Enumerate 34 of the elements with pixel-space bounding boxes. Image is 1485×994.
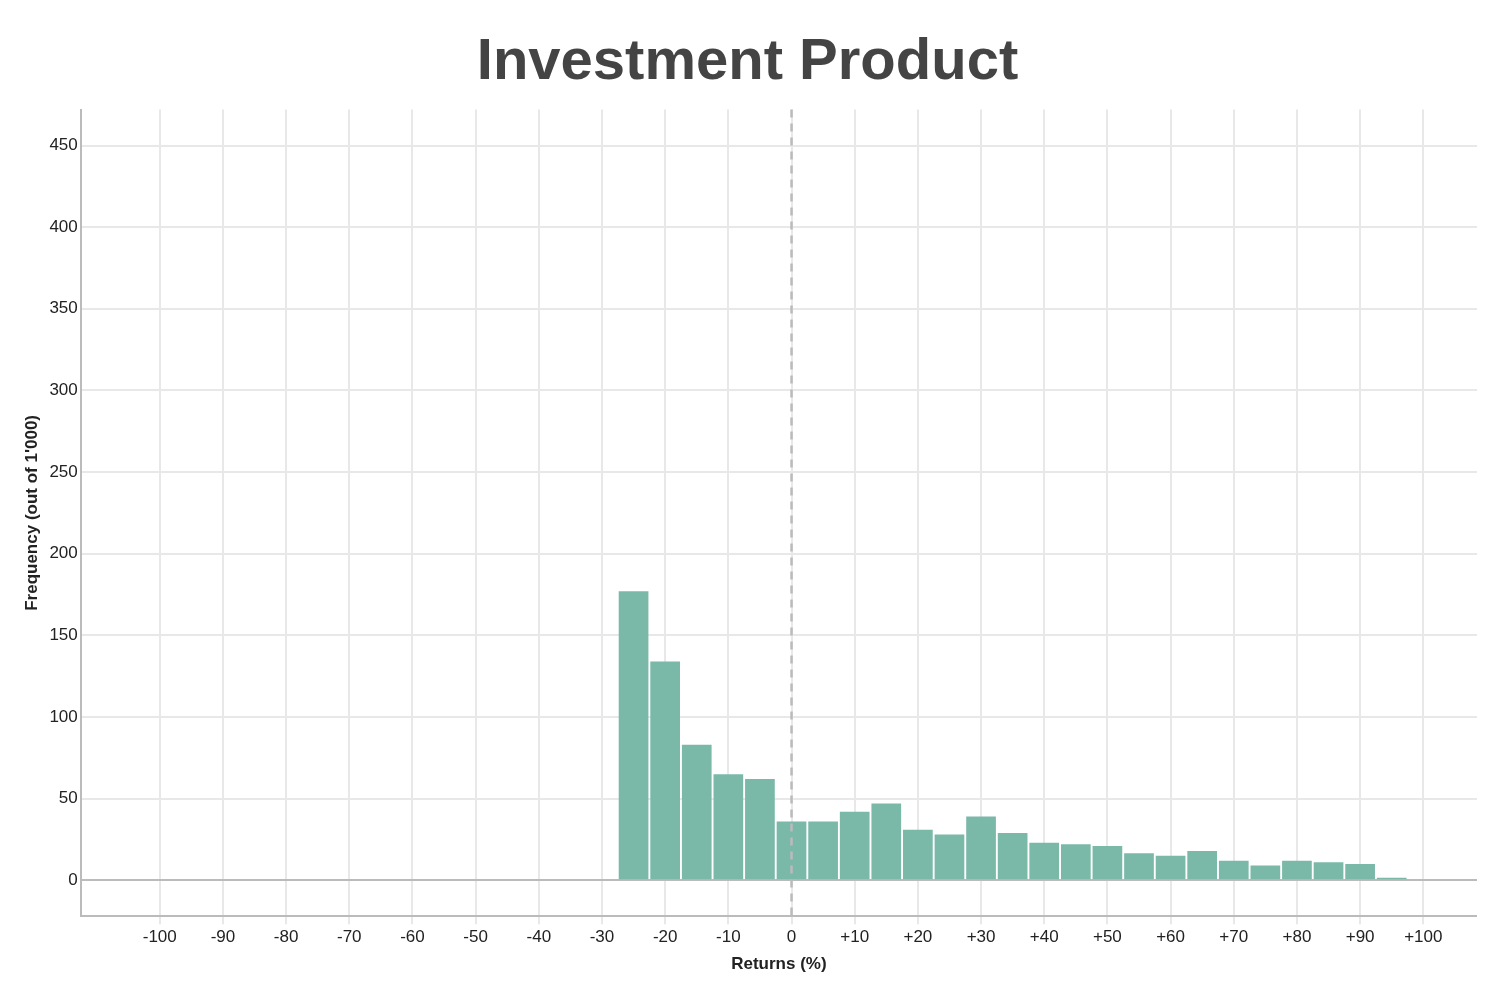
- x-tick-label: +50: [1092, 927, 1122, 947]
- x-tick-label: -40: [526, 927, 552, 947]
- x-tick-label: +30: [966, 927, 996, 947]
- y-tick-label: 0: [68, 869, 78, 889]
- x-tick-label: -10: [716, 927, 741, 947]
- y-tick-label: 450: [49, 135, 78, 155]
- x-tick-label: +40: [1029, 927, 1059, 947]
- x-tick-label: -100: [142, 927, 177, 947]
- x-tick-label: +20: [903, 927, 933, 947]
- y-tick-label: 100: [49, 706, 78, 726]
- x-tick-label: -20: [652, 927, 678, 947]
- x-tick-label: -30: [589, 927, 615, 947]
- y-tick-label: 300: [49, 380, 78, 400]
- x-tick-label: +90: [1345, 927, 1375, 947]
- chart-title: Investment Product: [476, 25, 1019, 91]
- x-tick-label: 0: [786, 927, 797, 947]
- x-tick-label: -70: [336, 927, 362, 947]
- y-tick-label: 350: [49, 298, 78, 318]
- x-tick-label: +70: [1219, 927, 1249, 947]
- x-tick-label: +80: [1282, 927, 1312, 947]
- x-tick-label: +60: [1156, 927, 1186, 947]
- x-tick-label: +10: [840, 927, 870, 947]
- x-tick-label: +100: [1404, 927, 1443, 947]
- y-tick-label: 250: [49, 461, 78, 481]
- y-tick-label: 150: [49, 625, 78, 645]
- y-tick-label: 200: [49, 543, 78, 563]
- x-tick-label: -80: [273, 927, 299, 947]
- y-tick-label: 400: [49, 216, 78, 236]
- y-tick-label: 50: [58, 788, 78, 808]
- x-tick-label: -60: [400, 927, 425, 947]
- x-axis-title: Returns (%): [731, 954, 827, 974]
- y-axis-title: Frequency (out of 1'000): [21, 414, 41, 611]
- x-tick-label: -90: [210, 927, 236, 947]
- x-tick-label: -50: [463, 927, 488, 947]
